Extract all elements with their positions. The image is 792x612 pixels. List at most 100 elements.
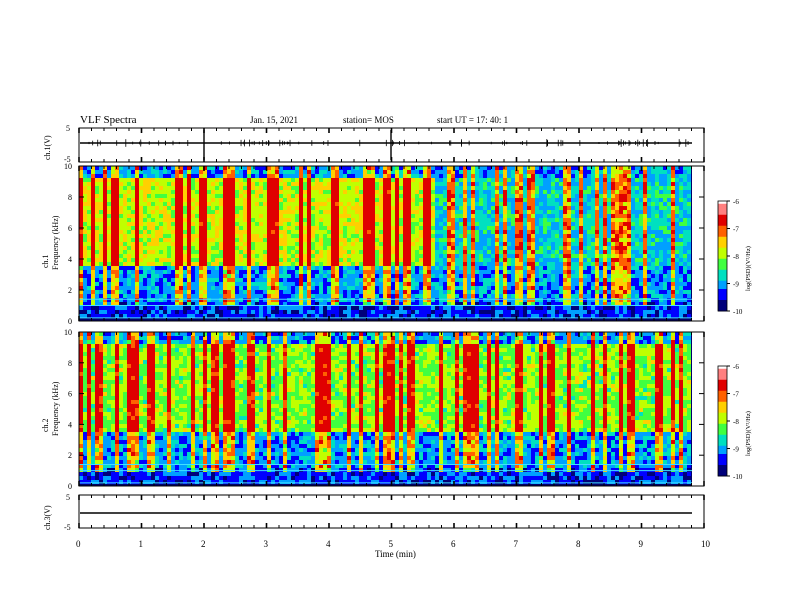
spectrogram-cell (395, 306, 399, 310)
spectrogram-cell (395, 206, 399, 210)
spectrogram-cell (499, 246, 503, 250)
spectrogram-cell (483, 234, 487, 238)
spectrogram-cell (483, 194, 487, 198)
spectrogram-cell (475, 294, 479, 298)
spectrogram-cell (291, 246, 295, 250)
spectrogram-cell (539, 286, 543, 290)
spectrogram-cell (511, 190, 515, 194)
spectrogram-cell (551, 186, 555, 190)
spectrogram-cell (367, 186, 371, 190)
spectrogram-cell (199, 230, 203, 234)
spectrogram-cell (347, 178, 351, 182)
spectrogram-cell (267, 314, 271, 318)
spectrogram-cell (387, 182, 391, 186)
spectrogram-cell (375, 174, 379, 178)
spectrogram-cell (295, 314, 299, 318)
spectrogram-cell (519, 218, 523, 222)
spectrogram-cell (175, 226, 179, 230)
spectrogram-cell (187, 234, 191, 238)
spectrogram-cell (91, 230, 95, 234)
spectrogram-cell (467, 194, 471, 198)
spectrogram-cell (447, 270, 451, 274)
spectrogram-cell (191, 298, 195, 302)
spectrogram-cell (387, 302, 391, 306)
spectrogram-cell (291, 230, 295, 234)
spectrogram-cell (95, 222, 99, 226)
spectrogram-cell (527, 206, 531, 210)
spectrogram-cell (555, 302, 559, 306)
spectrogram-cell (83, 186, 87, 190)
spectrogram-cell (247, 266, 251, 270)
spectrogram-cell (327, 222, 331, 226)
spectrogram-cell (251, 230, 255, 234)
spectrogram-cell (251, 222, 255, 226)
spectrogram-cell (79, 178, 83, 182)
spectrogram-cell (423, 242, 427, 246)
spectrogram-cell (523, 174, 527, 178)
spectrogram-cell (583, 198, 587, 202)
spectrogram-cell (215, 306, 219, 310)
spectrogram-cell (151, 186, 155, 190)
spectrogram-cell (251, 202, 255, 206)
spectrogram-cell (279, 186, 283, 190)
spectrogram-cell (487, 198, 491, 202)
spectrogram-cell (311, 278, 315, 282)
spectrogram-cell (335, 170, 339, 174)
spectrogram-cell (347, 166, 351, 170)
spectrogram-cell (175, 306, 179, 310)
spectrogram-cell (467, 222, 471, 226)
spectrogram-cell (439, 262, 443, 266)
spectrogram-cell (463, 262, 467, 266)
spectrogram-cell (155, 218, 159, 222)
spectrogram-cell (511, 210, 515, 214)
spectrogram-cell (91, 166, 95, 170)
spectrogram-cell (119, 250, 123, 254)
spectrogram-cell (435, 206, 439, 210)
spectrogram-cell (351, 262, 355, 266)
spectrogram-cell (511, 250, 515, 254)
spectrogram-cell (195, 314, 199, 318)
spectrogram-cell (331, 294, 335, 298)
spectrogram-cell (231, 198, 235, 202)
spectrogram-cell (119, 222, 123, 226)
spectrogram-cell (483, 202, 487, 206)
spectrogram-cell (319, 246, 323, 250)
spectrogram-cell (163, 246, 167, 250)
spectrogram-cell (495, 262, 499, 266)
spectrogram-cell (235, 306, 239, 310)
spectrogram-cell (567, 290, 571, 294)
spectrogram-cell (159, 302, 163, 306)
spectrogram-cell (191, 270, 195, 274)
spectrogram-cell (531, 206, 535, 210)
spectrogram-cell (371, 282, 375, 286)
spectrogram-cell (147, 302, 151, 306)
spectrogram-cell (167, 290, 171, 294)
spectrogram-cell (339, 278, 343, 282)
spectrogram-cell (311, 222, 315, 226)
spectrogram-cell (315, 286, 319, 290)
spectrogram-cell (511, 182, 515, 186)
spectrogram-cell (539, 222, 543, 226)
spectrogram-cell (551, 250, 555, 254)
spectrogram-cell (127, 186, 131, 190)
spectrogram-cell (403, 182, 407, 186)
spectrogram-cell (483, 170, 487, 174)
spectrogram-cell (247, 258, 251, 262)
spectrogram-cell (155, 282, 159, 286)
spectrogram-cell (343, 198, 347, 202)
spectrogram-cell (379, 262, 383, 266)
spectrogram-cell (499, 306, 503, 310)
spectrogram-cell (363, 258, 367, 262)
spectrogram-cell (255, 242, 259, 246)
spectrogram-cell (303, 226, 307, 230)
spectrogram-cell (379, 274, 383, 278)
spectrogram-cell (471, 226, 475, 230)
spectrogram-cell (327, 234, 331, 238)
spectrogram-cell (103, 290, 107, 294)
spectrogram-cell (207, 298, 211, 302)
spectrogram-cell (343, 294, 347, 298)
spectrogram-cell (147, 222, 151, 226)
spectrogram-cell (491, 278, 495, 282)
spectrogram-cell (191, 210, 195, 214)
spectrogram-cell (187, 282, 191, 286)
